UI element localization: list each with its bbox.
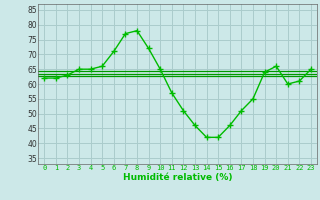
- X-axis label: Humidité relative (%): Humidité relative (%): [123, 173, 232, 182]
